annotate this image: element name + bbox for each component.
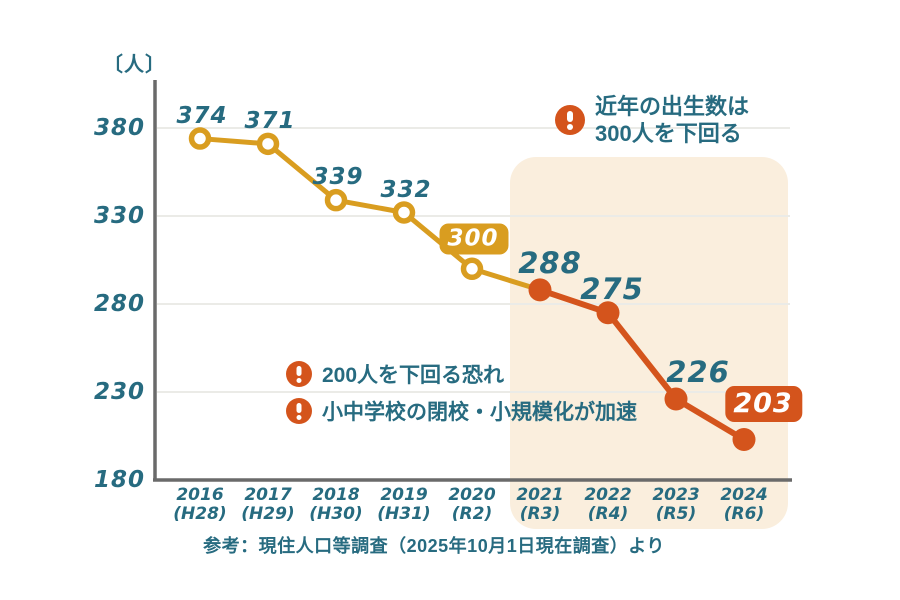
value-label-332: 332: [380, 177, 432, 204]
x-tick-year: 2019: [380, 485, 428, 505]
value-label-371: 371: [244, 107, 296, 134]
x-tick-era: (R2): [451, 504, 493, 524]
y-tick-230: 230: [93, 379, 145, 405]
data-point-marker-2021: [528, 278, 552, 302]
line-segment: [333, 197, 407, 215]
value-label-288: 288: [518, 245, 582, 280]
x-tick-era: (R6): [723, 504, 765, 524]
annotation-text: 小中学校の閉校・小規模化が加速: [322, 401, 637, 424]
annotation-births-below-300: 近年の出生数は 300人を下回る: [555, 93, 749, 147]
y-tick-180: 180: [93, 467, 145, 493]
line-segment: [605, 309, 679, 403]
data-point-marker-2022: [596, 301, 620, 325]
x-tick-year: 2022: [584, 485, 632, 505]
source-note: 参考：現住人口等調査（2025年10月1日現在調査）より: [203, 536, 665, 556]
annotation-line-2: 300人を下回る: [595, 121, 742, 146]
value-badge-203: 203: [725, 385, 803, 422]
x-tick-2017: 2017 (H29): [241, 486, 294, 524]
line-segment: [401, 209, 475, 272]
x-tick-era: (H28): [173, 504, 227, 524]
annotation-text: 200人を下回る恐れ: [322, 364, 505, 387]
y-axis-unit-label: 〔人〕: [103, 54, 166, 76]
data-point-marker-2024: [732, 428, 756, 452]
x-tick-2016: 2016 (H28): [173, 486, 226, 524]
x-tick-year: 2023: [652, 485, 700, 505]
x-tick-2022: 2022 (R4): [584, 486, 631, 524]
x-tick-era: (H30): [309, 504, 363, 524]
x-tick-era: (H29): [241, 504, 295, 524]
x-tick-2019: 2019 (H31): [377, 486, 430, 524]
x-tick-era: (H31): [377, 504, 431, 524]
x-tick-2020: 2020 (R2): [448, 486, 495, 524]
x-tick-era: (R4): [587, 504, 629, 524]
line-segment: [537, 286, 611, 316]
x-tick-year: 2018: [312, 485, 360, 505]
warning-icon: [286, 361, 312, 387]
y-tick-330: 330: [93, 203, 145, 229]
y-tick-280: 280: [93, 291, 145, 317]
data-point-marker-2019: [392, 201, 416, 224]
x-tick-year: 2016: [176, 485, 224, 505]
line-segment: [265, 141, 339, 203]
data-point-marker-2018: [324, 188, 348, 212]
line-segment: [469, 266, 543, 293]
warning-icon: [286, 398, 312, 424]
value-label-226: 226: [666, 355, 730, 390]
annotation-text: 近年の出生数は 300人を下回る: [595, 93, 749, 147]
highlight-region-2021-2024: [510, 157, 788, 529]
data-point-marker-2020: [460, 257, 484, 281]
data-point-marker-2023: [664, 387, 688, 411]
x-tick-year: 2017: [244, 485, 292, 505]
value-label-275: 275: [580, 271, 644, 306]
value-label-374: 374: [176, 102, 228, 129]
line-segment: [197, 136, 271, 147]
data-point-marker-2017: [256, 132, 280, 156]
warning-icon: [555, 105, 585, 135]
annotation-risk-below-200: 200人を下回る恐れ: [286, 359, 504, 389]
data-point-marker-2016: [188, 127, 212, 150]
annotation-line-1: 近年の出生数は: [595, 94, 750, 119]
x-tick-era: (R3): [519, 504, 561, 524]
x-tick-2021: 2021 (R3): [516, 486, 563, 524]
x-tick-era: (R5): [655, 504, 697, 524]
line-segment: [673, 396, 747, 443]
x-tick-year: 2024: [720, 485, 768, 505]
x-tick-2018: 2018 (H30): [309, 486, 362, 524]
x-tick-2024: 2024 (R6): [720, 486, 767, 524]
value-label-339: 339: [312, 164, 364, 191]
annotation-school-closures: 小中学校の閉校・小規模化が加速: [286, 396, 637, 426]
x-tick-year: 2021: [516, 485, 564, 505]
value-badge-300: 300: [439, 223, 509, 255]
x-tick-2023: 2023 (R5): [652, 486, 699, 524]
y-tick-380: 380: [93, 115, 145, 141]
x-tick-year: 2020: [448, 485, 496, 505]
